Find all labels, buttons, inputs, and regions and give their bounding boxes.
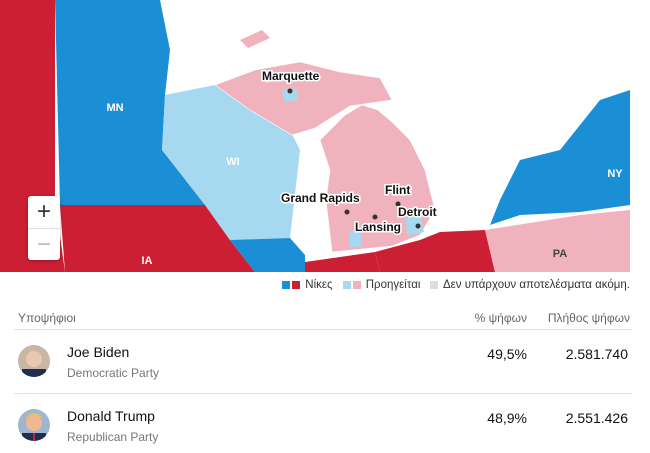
zoom-control: + − — [28, 196, 60, 260]
county-shape — [405, 214, 424, 236]
candidate-name: Joe Biden — [67, 344, 130, 360]
state-label: MN — [106, 102, 123, 114]
zoom-in[interactable]: + — [36, 198, 51, 225]
state-label: WI — [226, 156, 239, 168]
column-header: Πλήθος ψήφων — [547, 311, 630, 325]
county-shape — [282, 88, 298, 102]
state-shape — [230, 238, 305, 272]
city-dot — [395, 201, 401, 207]
city-dot — [287, 88, 293, 94]
zoom-out[interactable]: − — [28, 228, 60, 261]
city-dot — [344, 209, 350, 215]
candidate-party: Democratic Party — [67, 366, 160, 380]
legend-item: Νίκες — [282, 279, 333, 291]
city-label: Grand Rapids — [281, 191, 360, 205]
state-shape — [375, 230, 495, 272]
legend-text: Δεν υπάρχουν αποτελέσματα ακόμη. — [442, 279, 630, 291]
state-shape — [55, 0, 205, 205]
state-label: PA — [553, 248, 568, 260]
state-shape — [60, 205, 255, 272]
legend-item: Δεν υπάρχουν αποτελέσματα ακόμη. — [430, 279, 630, 291]
avatar — [18, 345, 50, 377]
city-label: Marquette — [262, 69, 320, 83]
avatar — [18, 409, 50, 441]
state-shape — [319, 104, 436, 253]
candidate-name: Donald Trump — [67, 408, 155, 424]
vote-percent: 48,9% — [487, 410, 527, 426]
column-header: % ψήφων — [474, 311, 527, 325]
legend-item: Προηγείται — [342, 279, 421, 291]
legend-text: Προηγείται — [365, 279, 421, 291]
candidate-party: Republican Party — [67, 430, 159, 444]
city-dot — [372, 214, 378, 220]
column-header: Υποψήφιοι — [18, 311, 76, 325]
state-shape — [305, 252, 380, 272]
island — [240, 30, 270, 48]
city-dot — [415, 223, 421, 229]
legend-text: Νίκες — [305, 279, 333, 291]
state-label: IA — [142, 255, 153, 267]
legend: Νίκες Προηγείται Δεν υπάρχουν αποτελέσμα… — [282, 279, 630, 291]
vote-count: 2.551.426 — [565, 410, 628, 426]
state-shape — [214, 61, 393, 136]
city-label: Flint — [385, 183, 410, 197]
city-label: Lansing — [355, 220, 401, 234]
state-label: NY — [607, 168, 623, 180]
state-shape — [162, 85, 300, 240]
vote-count: 2.581.740 — [565, 346, 628, 362]
map[interactable]: MN WI IA NY PA Marquette Grand Rapids Fl… — [0, 0, 650, 272]
state-shape — [490, 90, 630, 225]
county-shape — [350, 228, 362, 248]
divider — [14, 329, 632, 330]
divider — [14, 393, 632, 394]
state-shape — [485, 210, 630, 272]
vote-percent: 49,5% — [487, 346, 527, 362]
city-label: Detroit — [398, 205, 437, 219]
